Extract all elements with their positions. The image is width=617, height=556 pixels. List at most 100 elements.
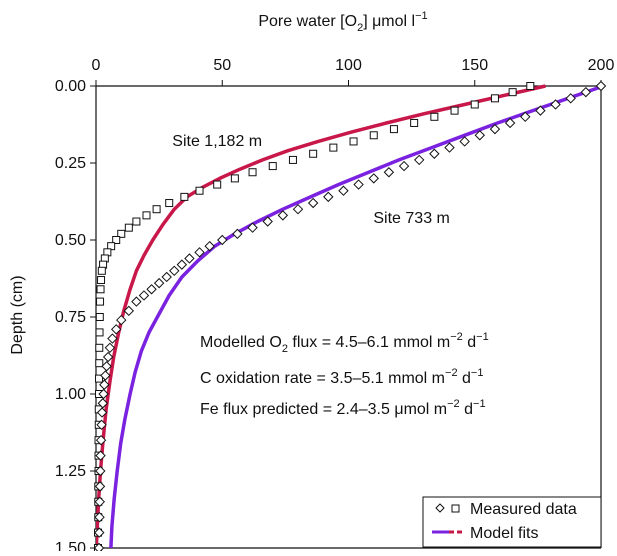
data-point-diamond — [323, 191, 334, 203]
x-axis-title: Pore water [O2] μmol l−1 — [258, 10, 427, 34]
plot-area: 0 50 100 150 200 0.00 0.25 0.50 0.75 1.00 1.25 1.50… — [55, 57, 615, 556]
data-point-diamond — [96, 407, 108, 418]
y-tick-label: 0.75 — [55, 309, 86, 326]
data-point-diamond — [95, 450, 106, 461]
data-point-square — [288, 155, 297, 164]
data-point-square — [490, 94, 499, 103]
data-point-square — [97, 266, 106, 275]
data-point-diamond — [504, 117, 516, 129]
data-point-diamond — [277, 210, 289, 221]
data-point-diamond — [489, 123, 501, 135]
data-point-diamond — [444, 142, 455, 153]
data-point-square — [369, 131, 378, 140]
data-point-diamond — [307, 197, 319, 209]
data-point-diamond — [353, 179, 364, 190]
data-point-diamond — [95, 465, 106, 477]
data-point-diamond — [550, 99, 561, 110]
data-point-diamond — [116, 314, 127, 326]
model-line-site-733 — [109, 84, 605, 548]
data-point-square — [349, 137, 358, 146]
y-tick-label: 1.50 — [55, 540, 86, 551]
data-point-diamond — [520, 111, 531, 123]
data-point-square — [112, 236, 121, 244]
data-point-square — [248, 168, 257, 177]
data-point-diamond — [232, 228, 243, 240]
data-point-diamond — [107, 333, 118, 344]
data-point-diamond — [474, 130, 486, 141]
data-point-diamond — [101, 361, 112, 372]
data-point-square — [195, 186, 204, 195]
y-tick-label: 1.25 — [55, 463, 86, 480]
site-label-733: Site 733 m — [373, 210, 449, 227]
data-point-square — [213, 180, 222, 189]
data-point-diamond — [595, 80, 607, 92]
data-point-diamond — [138, 290, 150, 301]
data-point-diamond — [96, 419, 107, 431]
data-point-diamond — [292, 203, 304, 215]
data-point-diamond — [169, 265, 180, 277]
data-point-square — [132, 217, 141, 226]
data-point-diamond — [102, 351, 114, 363]
data-point-square — [165, 199, 174, 208]
data-point-square — [180, 192, 189, 201]
data-point-diamond — [565, 93, 576, 104]
data-point-square — [95, 328, 104, 337]
legend-diamond-icon — [435, 503, 445, 513]
x-tick-label: 0 — [92, 57, 101, 74]
x-tick-label: 100 — [335, 57, 362, 74]
data-point-diamond — [94, 496, 105, 508]
data-point-diamond — [146, 284, 157, 295]
data-point-diamond — [153, 277, 165, 289]
legend: Measured data Model fits — [422, 496, 602, 548]
data-point-square — [95, 343, 104, 352]
data-point-square — [96, 285, 105, 294]
data-point-diamond — [398, 160, 410, 172]
data-point-square — [268, 162, 277, 171]
data-point-diamond — [383, 167, 395, 178]
data-point-diamond — [99, 379, 110, 390]
model-line-site-1182 — [96, 84, 546, 548]
data-point-diamond — [123, 305, 135, 317]
data-point-diamond — [100, 370, 111, 381]
data-point-diamond — [262, 216, 273, 227]
y-tick-label: 1.00 — [55, 386, 86, 403]
data-point-diamond — [368, 173, 379, 184]
data-point-square — [95, 313, 104, 321]
data-point-square — [329, 143, 338, 152]
data-point-square — [124, 223, 133, 232]
y-tick-label: 0.25 — [55, 155, 86, 172]
data-point-square — [95, 374, 104, 383]
data-point-diamond — [94, 511, 105, 523]
legend-label-measured: Measured data — [470, 501, 577, 518]
data-point-square — [508, 88, 517, 97]
data-point-diamond — [98, 388, 109, 400]
data-point-diamond — [247, 222, 258, 233]
data-point-diamond — [429, 148, 440, 159]
data-point-square — [450, 106, 459, 115]
data-point-square — [430, 112, 439, 121]
y-tick-label: 0.00 — [55, 78, 86, 95]
data-point-diamond — [194, 247, 205, 258]
data-point-square — [410, 118, 419, 127]
data-point-square — [97, 276, 106, 285]
annotation-block: Modelled O2 flux = 4.5–6.1 mmol m−2 d−1 … — [200, 331, 489, 418]
annotation-c-oxidation: C oxidation rate = 3.5–5.1 mmol m−2 d−1 — [200, 367, 483, 387]
data-point-square — [389, 125, 398, 134]
x-tick-label: 150 — [461, 57, 488, 74]
data-point-diamond — [580, 86, 592, 98]
data-point-diamond — [94, 527, 105, 538]
data-point-diamond — [184, 253, 195, 264]
data-point-diamond — [338, 185, 349, 196]
data-point-diamond — [95, 434, 107, 446]
data-point-diamond — [176, 259, 188, 270]
data-point-square — [152, 205, 161, 214]
data-point-square — [470, 100, 479, 109]
data-point-square — [526, 82, 535, 90]
data-point-square — [96, 297, 105, 306]
data-point-diamond — [535, 105, 546, 116]
legend-label-model: Model fits — [470, 525, 538, 542]
data-point-diamond — [204, 240, 215, 252]
site-label-1182: Site 1,182 m — [172, 133, 262, 150]
